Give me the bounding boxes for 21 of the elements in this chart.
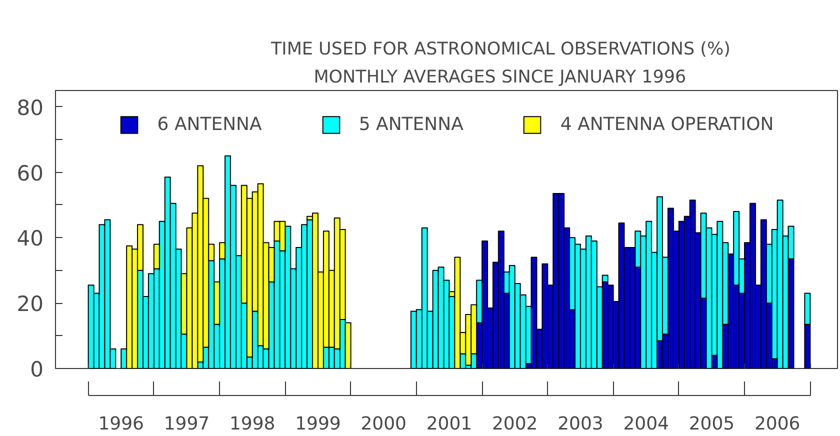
legend-label: 6 ANTENNA (157, 114, 262, 135)
x-tick-label: 1999 (295, 414, 341, 434)
y-tick-label: 60 (16, 161, 44, 186)
x-tick-label: 2003 (558, 414, 604, 434)
legend-label: 4 ANTENNA OPERATION (560, 114, 774, 135)
y-tick-label: 40 (16, 226, 44, 251)
x-tick-label: 2005 (688, 414, 735, 434)
x-tick-label: 2001 (426, 414, 472, 434)
x-tick-label: 1998 (229, 414, 276, 434)
x-tick-label: 2000 (360, 414, 407, 434)
x-tick-label: 1997 (164, 414, 210, 434)
x-tick-label: 2002 (492, 414, 538, 434)
x-tick-label: 2004 (623, 414, 670, 434)
y-tick-label: 0 (30, 358, 44, 382)
x-tick-label: 1996 (98, 414, 144, 434)
legend-label: 5 ANTENNA (358, 114, 464, 135)
chart-title: TIME USED FOR ASTRONOMICAL OBSERVATIONS (%) (270, 40, 730, 60)
chart-subtitle: MONTHLY AVERAGES SINCE JANUARY 1996 (314, 68, 686, 88)
y-tick-label: 20 (16, 292, 44, 316)
y-tick-label: 80 (16, 96, 44, 120)
x-tick-label: 2006 (754, 414, 800, 434)
